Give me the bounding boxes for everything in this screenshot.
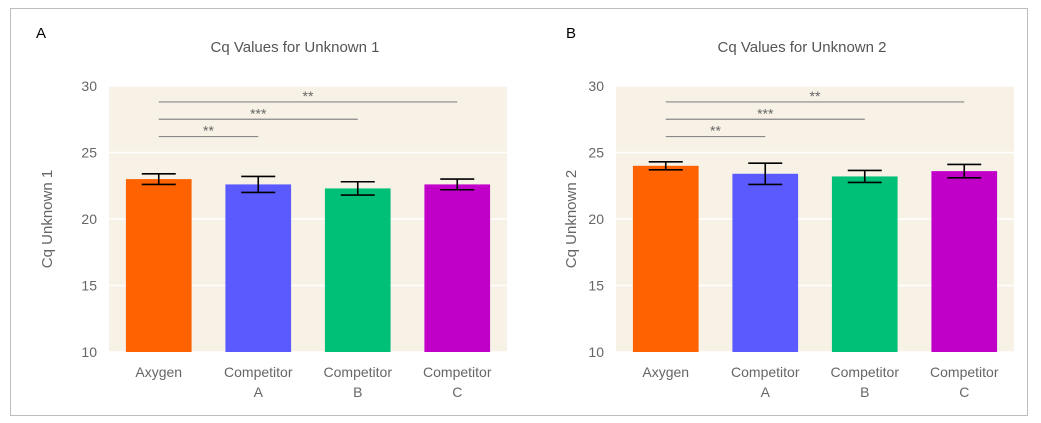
bar-3 <box>831 176 898 352</box>
significance-label-3: ** <box>203 123 214 139</box>
chart-title: Cq Values for Unknown 1 <box>211 39 380 56</box>
x-tick-label-3: Competitor <box>831 364 900 380</box>
significance-label-2: *** <box>250 105 267 121</box>
bar-4 <box>931 171 998 352</box>
y-tick-label: 25 <box>588 145 604 161</box>
x-tick-label-1: Axygen <box>135 364 182 380</box>
panel-letter: B <box>566 25 576 42</box>
y-tick-label: 20 <box>588 211 604 227</box>
y-tick-label: 30 <box>588 78 604 94</box>
x-tick-label-4: Competitor <box>423 364 492 380</box>
significance-label-1: ** <box>810 88 821 104</box>
x-tick-label-2: A <box>761 384 771 400</box>
y-axis-label: Cq Unknown 2 <box>563 170 580 268</box>
error-bar-3 <box>847 169 882 184</box>
chart-panel-b: B Cq Values for Unknown 2 10 15 20 25 30 Cq Unk… <box>563 25 1014 400</box>
y-tick-label: 15 <box>81 278 97 294</box>
x-tick-label-3: B <box>860 384 869 400</box>
significance-label-2: *** <box>757 105 774 121</box>
error-bar-4 <box>947 163 982 179</box>
chart-title: Cq Values for Unknown 2 <box>718 39 887 56</box>
error-bar-1 <box>648 161 683 171</box>
x-tick-label-2: A <box>254 384 264 400</box>
significance-label-3: ** <box>710 123 721 139</box>
significance-label-1: ** <box>303 88 314 104</box>
y-axis-label: Cq Unknown 1 <box>39 170 56 268</box>
bar-4 <box>424 184 491 352</box>
y-tick-label: 10 <box>81 344 97 360</box>
error-bar-2 <box>748 162 783 186</box>
x-tick-label-3: B <box>353 384 362 400</box>
y-tick-label: 30 <box>81 78 97 94</box>
x-tick-label-2: Competitor <box>731 364 800 380</box>
x-tick-label-4: C <box>452 384 462 400</box>
x-tick-label-2: Competitor <box>224 364 293 380</box>
x-tick-label-1: Axygen <box>642 364 689 380</box>
bar-3 <box>324 188 391 352</box>
x-tick-label-4: Competitor <box>930 364 999 380</box>
x-tick-label-4: C <box>959 384 969 400</box>
bar-1 <box>632 165 699 352</box>
panel-letter: A <box>36 25 46 42</box>
y-tick-label: 20 <box>81 211 97 227</box>
y-tick-label: 25 <box>81 145 97 161</box>
error-bar-4 <box>440 178 475 191</box>
y-tick-label: 10 <box>588 344 604 360</box>
x-tick-label-3: Competitor <box>324 364 393 380</box>
chart-panel-a: A Cq Values for Unknown 1 10 15 20 25 30 Cq Unk… <box>36 25 507 400</box>
bar-2 <box>225 184 292 352</box>
bar-1 <box>125 179 192 352</box>
error-bar-2 <box>241 175 276 194</box>
y-tick-label: 15 <box>588 278 604 294</box>
bar-2 <box>732 173 799 352</box>
error-bar-1 <box>141 172 176 186</box>
error-bar-3 <box>340 180 375 196</box>
